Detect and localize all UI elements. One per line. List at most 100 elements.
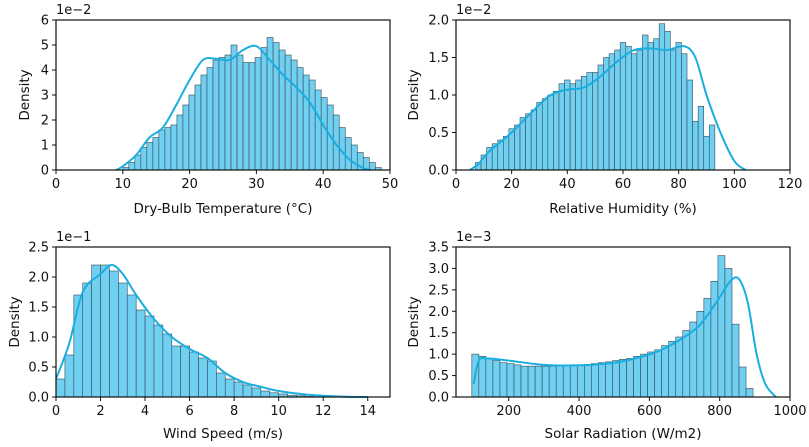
temperature-bar (350, 144, 358, 171)
humidity-bar (703, 135, 710, 171)
wind-x-tick-label: 10 (270, 404, 287, 419)
humidity-x-tick-label: 120 (778, 177, 803, 192)
temperature-bar (164, 127, 172, 171)
temperature-bar (230, 44, 238, 171)
humidity-bar (697, 105, 705, 171)
xlabel-solar: Solar Radiation (W/m2) (545, 426, 702, 442)
temperature-bar (182, 104, 190, 171)
temperature-bar (242, 62, 250, 171)
temperature-bar (194, 84, 202, 171)
wind-bar (171, 345, 181, 398)
solar-x-tick-label: 200 (496, 404, 521, 419)
temperature-bar (188, 94, 196, 171)
wind-bar (233, 381, 244, 398)
humidity-y-tick-label: 1.0 (428, 89, 449, 104)
xlabel-wind: Wind Speed (m/s) (163, 426, 283, 442)
wind-y-tick-label: 2.0 (28, 271, 49, 286)
wind-bar (109, 270, 119, 398)
solar-bar (668, 340, 677, 398)
humidity-x-tick-label: 60 (615, 177, 632, 192)
humidity-bar (586, 72, 593, 171)
wind-bar (82, 282, 92, 398)
scale-label-wind: 1e−1 (56, 230, 91, 245)
humidity-y-tick-label: 0.5 (428, 126, 449, 141)
wind-bar (144, 315, 155, 398)
humidity-bar (503, 135, 510, 171)
solar-bar (499, 362, 508, 398)
wind-x-tick-label: 8 (230, 404, 238, 419)
humidity-bar (653, 38, 660, 171)
solar-x-tick-label: 400 (567, 404, 592, 419)
solar-bar (738, 366, 747, 398)
humidity-bar (619, 42, 627, 171)
wind-bar (118, 282, 128, 398)
temperature-bar (308, 79, 316, 171)
wind-x-tick-label: 0 (52, 404, 60, 419)
humidity-bar (536, 102, 543, 171)
solar-bar (492, 360, 501, 398)
wind-y-tick-label: 1.0 (28, 331, 49, 346)
solar-bar (717, 255, 726, 398)
solar-bar (661, 345, 669, 398)
solar-y-tick-label: 0.5 (428, 369, 449, 384)
ylabel-humidity: Density (406, 69, 422, 120)
temperature-x-tick-label: 20 (181, 177, 198, 192)
solar-y-tick-label: 3.0 (428, 262, 449, 277)
humidity-bar (675, 42, 682, 171)
wind-bar (198, 357, 208, 398)
ylabel-solar: Density (406, 296, 422, 347)
wind-y-tick-label: 2.5 (28, 241, 49, 256)
solar-y-tick-label: 1.0 (428, 348, 449, 363)
temperature-bar (206, 67, 214, 171)
temperature-x-tick-label: 10 (115, 177, 132, 192)
temperature-y-tick-label: 1 (41, 139, 49, 154)
wind-bar (162, 333, 173, 398)
xlabel-temperature: Dry-Bulb Temperature (°C) (133, 201, 312, 217)
temperature-bar (212, 59, 220, 171)
solar-x-tick-label: 800 (707, 404, 732, 419)
humidity-bar (597, 64, 604, 171)
wind-bar (269, 392, 279, 398)
temperature-bar (278, 49, 286, 171)
humidity-bar (519, 117, 526, 171)
temperature-bar (152, 137, 160, 171)
humidity-bar (625, 45, 632, 171)
solar-bar (520, 365, 529, 398)
wind-y-tick-label: 0.0 (28, 391, 49, 406)
humidity-bar (608, 53, 615, 171)
wind-x-tick-label: 6 (185, 404, 193, 419)
temperature-bar (260, 47, 268, 171)
temperature-bar (272, 42, 280, 171)
humidity-bar (514, 124, 521, 171)
solar-y-tick-label: 3.5 (428, 241, 449, 256)
temperature-y-tick-label: 2 (41, 114, 49, 129)
temperature-bar (248, 62, 256, 171)
wind-bar (207, 360, 217, 398)
humidity-bar (692, 120, 699, 171)
solar-bar (541, 365, 550, 398)
solar-plot-frame (455, 246, 791, 398)
solar-x-tick-label: 1000 (773, 404, 806, 419)
humidity-bar (553, 90, 560, 171)
humidity-bar (541, 98, 549, 171)
temperature-bar (344, 137, 352, 171)
temperature-x-tick-label: 0 (52, 177, 60, 192)
wind-bar (64, 354, 75, 398)
humidity-bar (558, 83, 565, 171)
temperature-bar (320, 97, 328, 171)
temperature-y-tick-label: 5 (41, 39, 49, 54)
wind-y-tick-label: 0.5 (28, 361, 49, 376)
wind-bar (260, 390, 271, 398)
humidity-kde-line (469, 45, 747, 171)
wind-bar (216, 372, 226, 398)
wind-bar (100, 264, 110, 398)
solar-bar (612, 360, 620, 398)
humidity-bar (530, 109, 538, 171)
temperature-bar (284, 54, 292, 171)
temperature-bar (170, 124, 178, 171)
temperature-x-tick-label: 30 (248, 177, 265, 192)
solar-kde-line (472, 276, 777, 398)
wind-bar (73, 294, 84, 398)
temperature-bar (146, 142, 154, 171)
